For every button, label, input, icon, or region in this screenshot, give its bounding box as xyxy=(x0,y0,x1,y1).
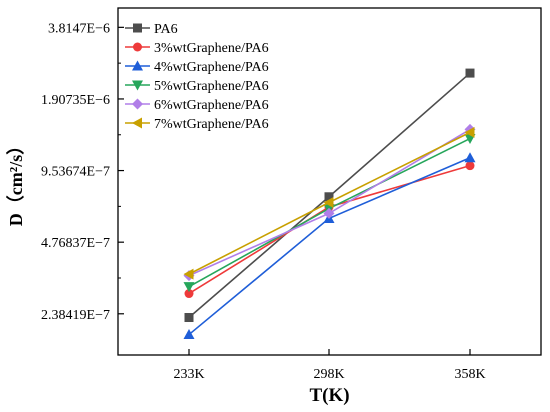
data-point-s1-2 xyxy=(465,161,475,171)
data-point-s0-1 xyxy=(324,192,334,202)
data-point-s5-0 xyxy=(183,268,194,280)
x-tick-label: 233K xyxy=(173,367,204,382)
data-point-s5-2 xyxy=(464,126,475,138)
y-axis-title: D（cm²/s） xyxy=(6,137,26,226)
y-tick-label: 3.8147E−6 xyxy=(48,21,110,36)
y-tick-label: 1.90735E−6 xyxy=(41,93,110,108)
series-line-1 xyxy=(188,164,471,295)
legend-marker xyxy=(133,23,142,33)
legend-marker xyxy=(133,42,142,52)
legend-label: PA6 xyxy=(154,22,178,37)
data-point-s1-0 xyxy=(184,289,194,299)
legend-marker xyxy=(132,117,142,129)
legend-marker xyxy=(132,60,143,71)
legend-marker xyxy=(132,98,143,110)
x-axis-title: T(K) xyxy=(309,385,349,406)
y-tick-label: 4.76837E−7 xyxy=(41,236,110,251)
data-point-s4-1 xyxy=(323,207,335,219)
legend-label: 5%wtGraphene/PA6 xyxy=(154,79,269,94)
legend-label: 4%wtGraphene/PA6 xyxy=(154,60,269,75)
series-line-2 xyxy=(188,156,471,336)
data-point-s0-0 xyxy=(184,313,194,323)
plot-area: 2.38419E−7 4.76837E−7 9.53674E−7 1.90735E−6… xyxy=(6,7,542,406)
legend-label: 7%wtGraphene/PA6 xyxy=(154,117,269,132)
data-point-s0-2 xyxy=(465,68,475,78)
x-tick-label: 298K xyxy=(313,367,344,382)
legend: PA6 3%wtGraphene/PA6 4%wtGraphene/PA6 5%wtG… xyxy=(125,22,269,132)
data-point-s3-0 xyxy=(183,282,195,293)
legend-label: 3%wtGraphene/PA6 xyxy=(154,41,269,56)
y-tick-label: 9.53674E−7 xyxy=(41,165,110,180)
x-tick-label: 358K xyxy=(454,367,485,382)
data-point-s2-0 xyxy=(183,329,195,340)
legend-label: 6%wtGraphene/PA6 xyxy=(154,98,269,113)
data-point-s5-1 xyxy=(323,197,334,209)
y-tick-label: 2.38419E−7 xyxy=(41,308,110,323)
legend-marker xyxy=(132,80,143,91)
data-point-s2-2 xyxy=(464,152,476,163)
